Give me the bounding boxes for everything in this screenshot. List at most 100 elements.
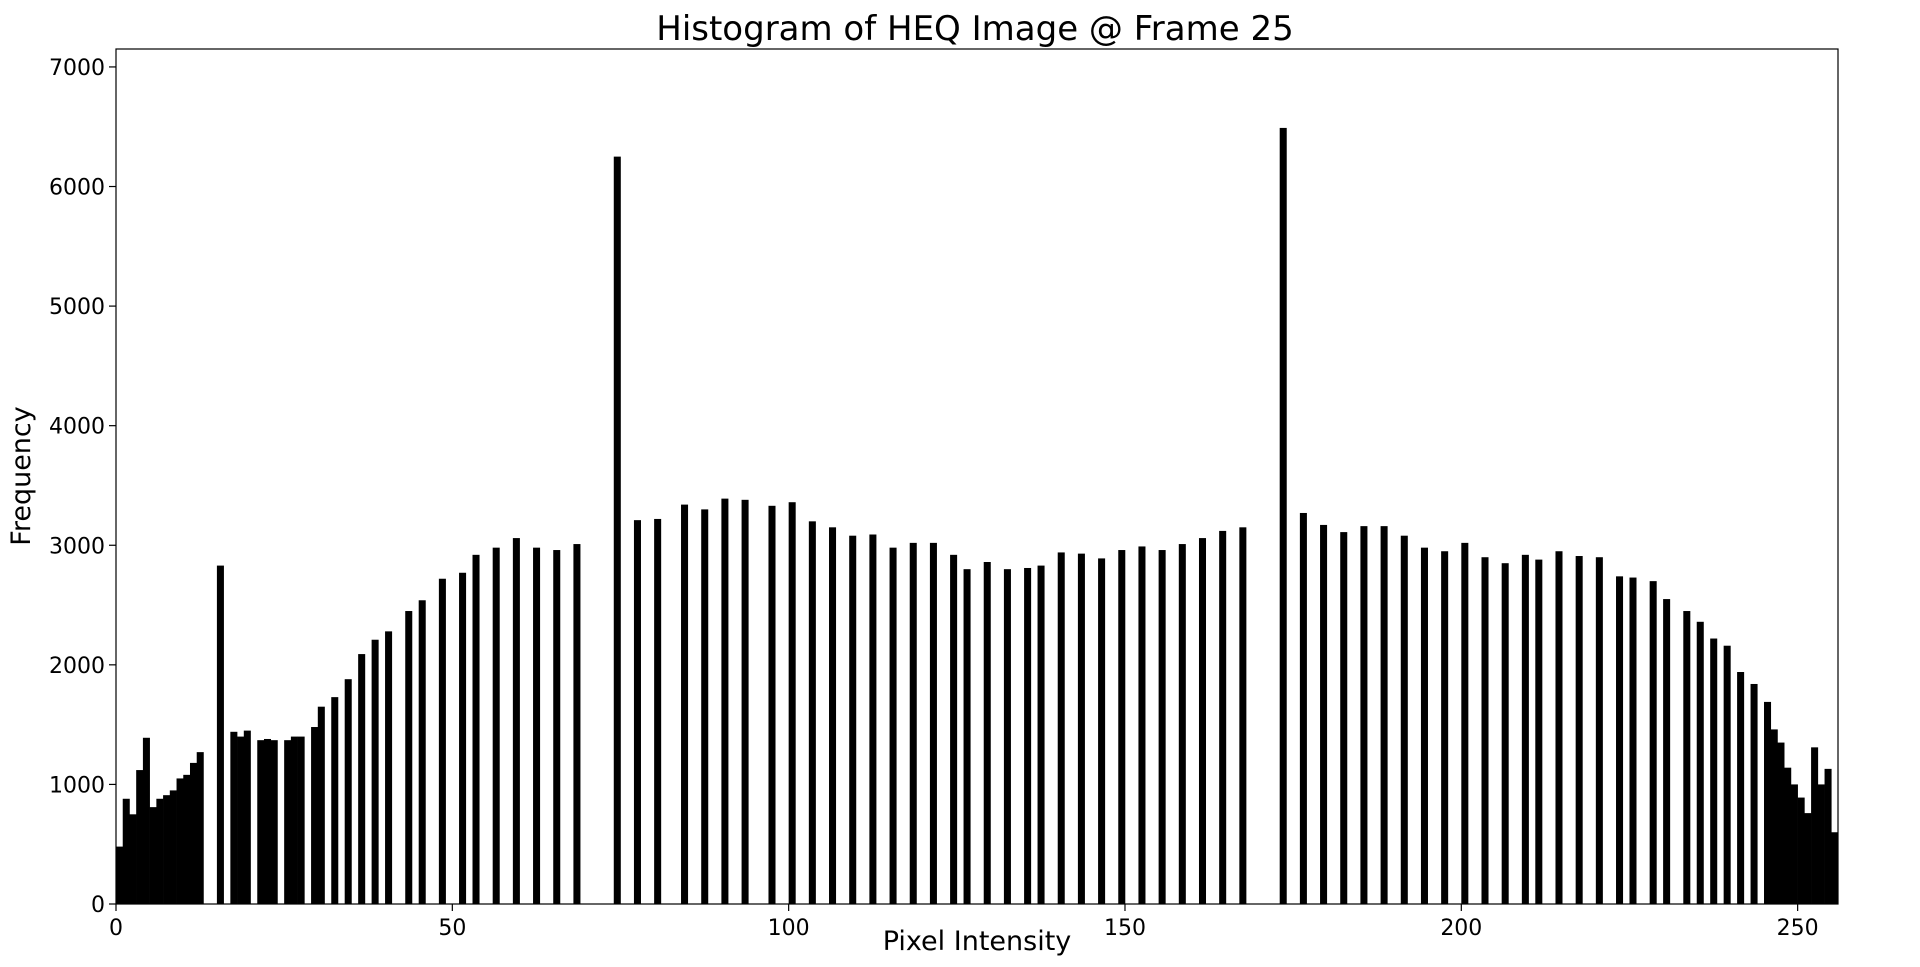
x-axis-ticks: 0 50 100 150 200 250 <box>109 904 1819 941</box>
histogram-bar <box>1595 557 1603 904</box>
y-tick-label: 1000 <box>49 773 105 798</box>
x-axis-label: Pixel Intensity <box>883 926 1072 957</box>
y-tick-label: 0 <box>91 893 105 918</box>
histogram-bar <box>136 770 144 904</box>
histogram-bar <box>358 654 366 904</box>
y-tick-label: 3000 <box>49 534 105 559</box>
histogram-bar <box>418 600 426 904</box>
histogram-bar <box>1737 672 1745 904</box>
histogram-bar <box>1340 532 1348 904</box>
histogram-bar <box>216 565 224 904</box>
histogram-bar <box>472 554 480 904</box>
histogram-bar <box>1299 512 1307 904</box>
histogram-bar <box>176 778 184 904</box>
histogram-bar <box>438 578 446 904</box>
histogram-bar <box>768 505 776 904</box>
histogram-bar <box>1501 563 1509 904</box>
histogram-bar <box>1629 577 1637 904</box>
histogram-bar <box>1616 576 1624 904</box>
histogram-bar <box>829 527 837 904</box>
histogram-bar <box>405 611 413 904</box>
histogram-bar <box>149 807 157 904</box>
histogram-bar <box>1420 547 1428 904</box>
histogram-bar <box>1178 544 1186 904</box>
histogram-bar <box>385 631 393 904</box>
histogram-bar <box>371 639 379 904</box>
x-tick-label: 250 <box>1777 916 1819 941</box>
histogram-bar <box>1057 552 1065 904</box>
histogram-bar <box>1320 524 1328 904</box>
histogram-bar <box>183 774 191 904</box>
histogram-bar <box>1077 553 1085 904</box>
histogram-bar <box>1024 567 1032 904</box>
histogram-bar <box>1380 526 1388 904</box>
plot-frame <box>115 48 1839 905</box>
histogram-bar <box>1804 813 1812 904</box>
histogram-bar <box>1219 530 1227 904</box>
histogram-bar <box>950 554 958 904</box>
histogram-bar <box>1037 565 1045 904</box>
histogram-bar <box>1098 558 1106 904</box>
histogram-bar <box>270 740 278 904</box>
histogram-bar <box>1360 526 1368 904</box>
histogram-bar <box>142 737 150 904</box>
histogram-bar <box>230 731 238 904</box>
x-tick-label: 150 <box>1104 916 1146 941</box>
histogram-bar <box>243 730 251 904</box>
histogram-bar <box>1158 550 1166 904</box>
histogram-bar <box>741 499 749 904</box>
histogram-bar <box>963 569 971 904</box>
x-tick-label: 200 <box>1440 916 1482 941</box>
histogram-bar <box>1797 797 1805 904</box>
histogram-bar <box>512 538 520 904</box>
histogram-bar <box>889 547 897 904</box>
histogram-bar <box>1683 611 1691 904</box>
histogram-bar <box>849 535 857 904</box>
histogram-bar <box>331 697 339 904</box>
histogram-bar <box>721 498 729 904</box>
histogram-bar <box>1764 701 1772 904</box>
histogram-bar <box>1279 127 1287 905</box>
histogram-bar <box>1663 599 1671 904</box>
histogram-bar <box>1118 550 1126 904</box>
histogram-bar <box>1831 832 1839 904</box>
histogram-bar <box>1400 535 1408 904</box>
histogram-bar <box>808 521 816 904</box>
histogram-bar <box>1817 784 1825 904</box>
histogram-bar <box>1723 645 1731 904</box>
histogram-bar <box>290 736 298 904</box>
bars <box>116 127 1839 905</box>
histogram-bar <box>1521 554 1529 904</box>
histogram-bar <box>1138 546 1146 904</box>
histogram-bar <box>1824 768 1832 904</box>
histogram-bar <box>116 846 124 904</box>
histogram-bar <box>1777 742 1785 904</box>
y-axis-ticks: 0 1000 2000 3000 4000 5000 6000 7000 <box>49 56 116 918</box>
histogram-bar <box>1003 569 1011 904</box>
y-tick-label: 7000 <box>49 56 105 81</box>
histogram-bar <box>1696 621 1704 904</box>
histogram-bar <box>869 534 877 904</box>
histogram-bar <box>163 795 171 904</box>
histogram-bar <box>196 752 204 904</box>
histogram-bar <box>1461 542 1469 904</box>
histogram-bar <box>1811 747 1819 904</box>
chart-title: Histogram of HEQ Image @ Frame 25 <box>656 9 1293 49</box>
histogram-bar <box>1441 551 1449 904</box>
y-tick-label: 4000 <box>49 415 105 440</box>
histogram-bar <box>237 736 245 904</box>
histogram-bar <box>1198 538 1207 904</box>
x-tick-label: 100 <box>768 916 810 941</box>
histogram-bar <box>613 156 621 904</box>
histogram-bar <box>459 572 467 904</box>
histogram-bar <box>1649 581 1657 904</box>
x-tick-label: 50 <box>438 916 466 941</box>
histogram-bar <box>654 518 662 904</box>
histogram-bar <box>1575 556 1583 904</box>
histogram-bar <box>1535 559 1543 904</box>
histogram-bar <box>1790 784 1798 904</box>
histogram-bar <box>1770 729 1778 904</box>
histogram-bar <box>263 738 272 904</box>
histogram-bar <box>297 736 305 904</box>
histogram-bar <box>122 798 130 904</box>
